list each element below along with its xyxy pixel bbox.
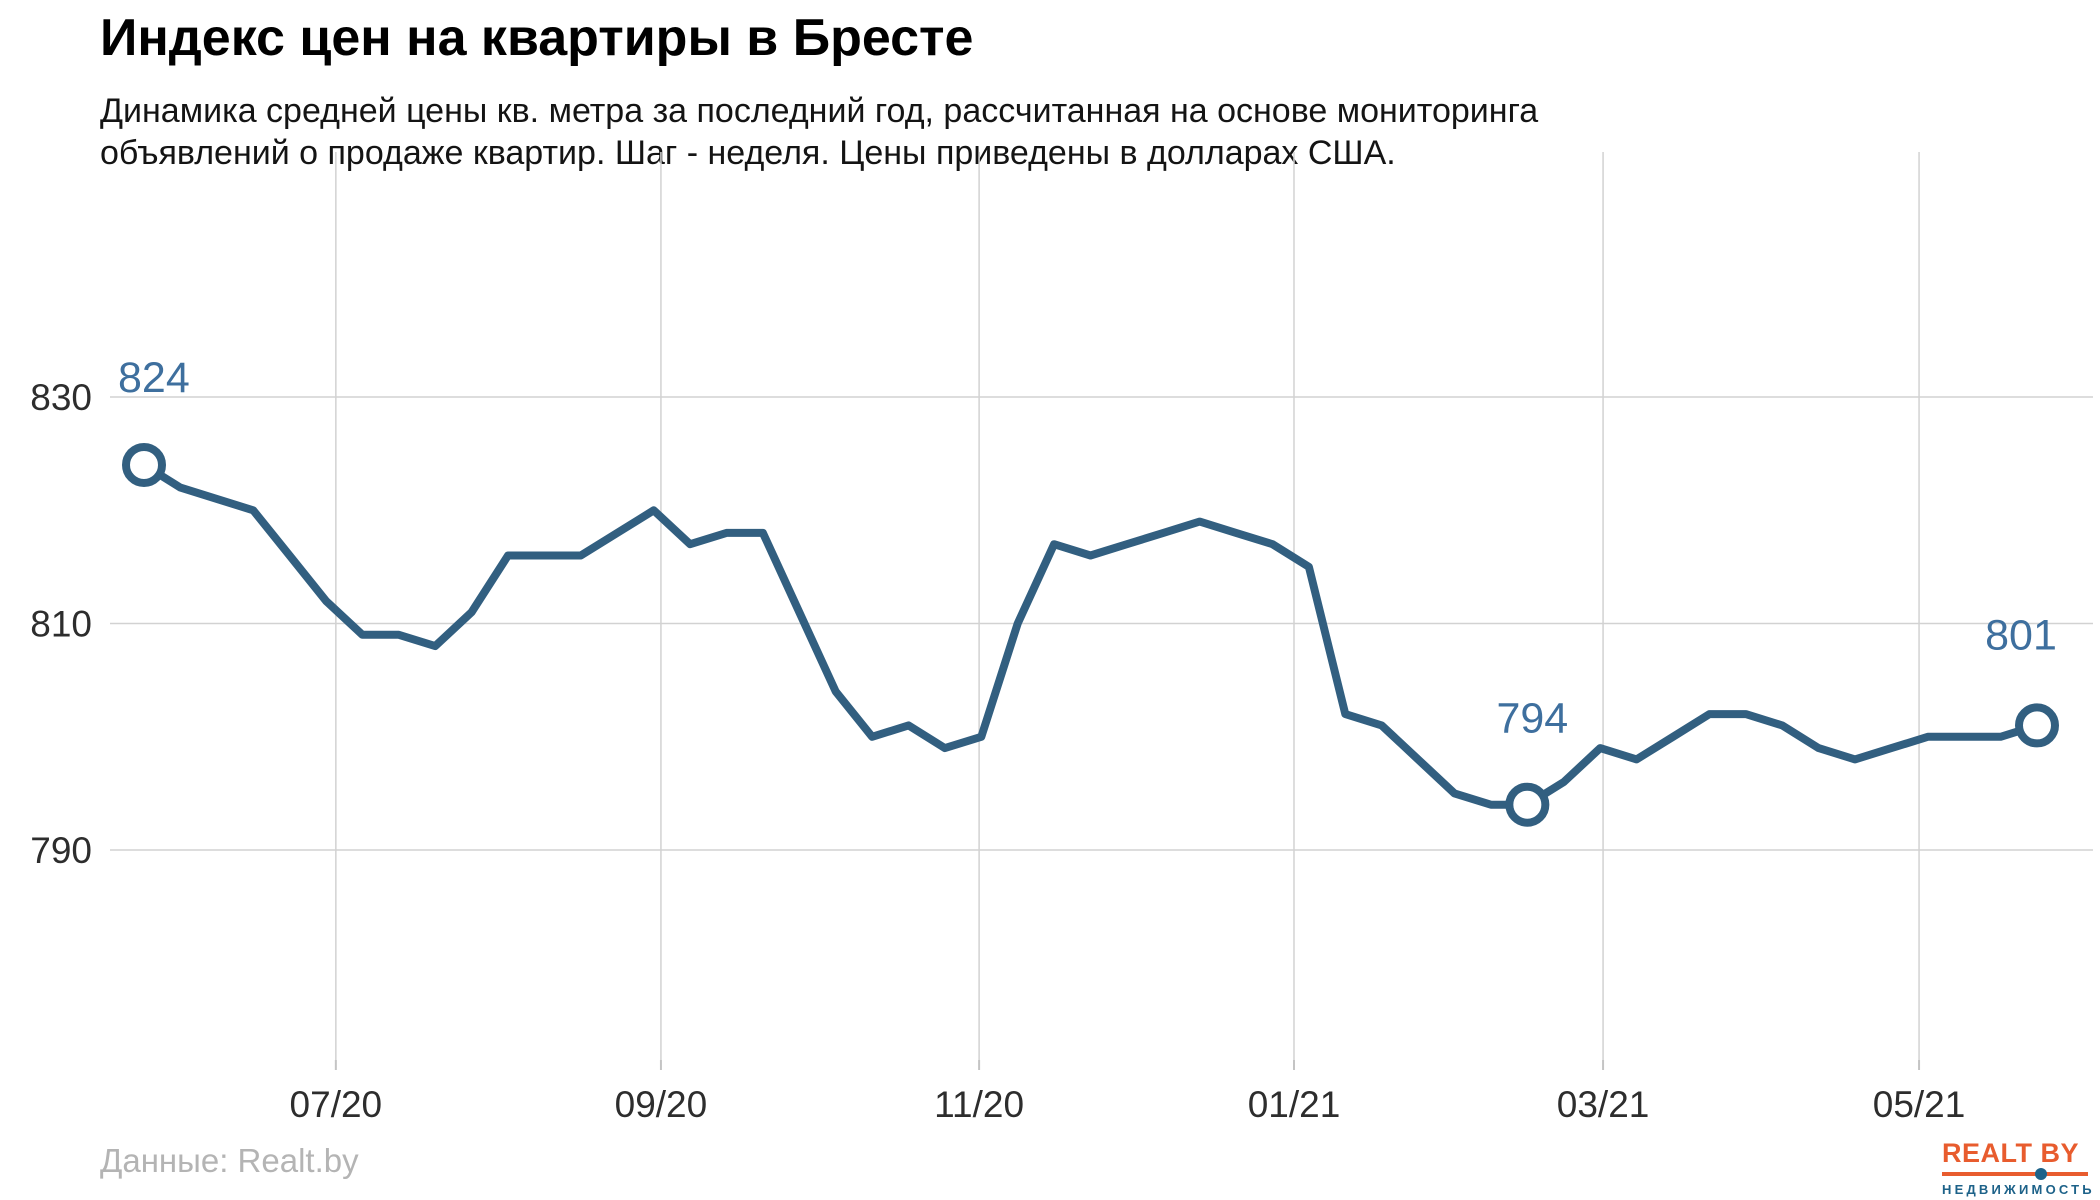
point-marker [122, 442, 166, 487]
realt-logo-dot-icon [2035, 1168, 2048, 1180]
chart-subtitle: Динамика средней цены кв. метра за после… [100, 90, 1538, 174]
x-axis-tick-label: 05/21 [1873, 1084, 1966, 1125]
data-source-label: Данные: Realt.by [100, 1142, 359, 1179]
x-axis-tick-label: 09/20 [615, 1084, 708, 1125]
point-marker [2015, 703, 2059, 748]
point-marker [1505, 782, 1550, 827]
realt-logo-rule [1942, 1168, 2088, 1180]
y-axis-tick-label: 810 [30, 604, 92, 645]
x-axis-tick-label: 01/21 [1248, 1084, 1341, 1125]
point-value-label: 794 [1496, 695, 1568, 743]
realt-logo-text: REALT BY [1942, 1138, 2079, 1168]
point-value-label: 824 [118, 354, 190, 402]
x-axis-tick-label: 11/20 [934, 1084, 1024, 1125]
chart-subtitle-line1: Динамика средней цены кв. метра за после… [100, 92, 1539, 130]
price-line [140, 460, 2041, 809]
realt-logo-subtext: НЕДВИЖИМОСТЬ [1942, 1182, 2095, 1197]
realt-logo: REALT BY НЕДВИЖИМОСТЬ [1942, 1138, 2095, 1197]
page-title: Индекс цен на квартиры в Бресте [100, 9, 974, 67]
y-axis-tick-label: 830 [30, 377, 92, 418]
chart-subtitle-line2: объявлений о продаже квартир. Шаг - неде… [100, 134, 1396, 172]
point-value-label: 801 [1985, 611, 2057, 659]
y-axis-tick-label: 790 [30, 830, 92, 871]
x-axis-tick-label: 03/21 [1557, 1084, 1650, 1125]
x-axis-tick-label: 07/20 [290, 1084, 383, 1125]
